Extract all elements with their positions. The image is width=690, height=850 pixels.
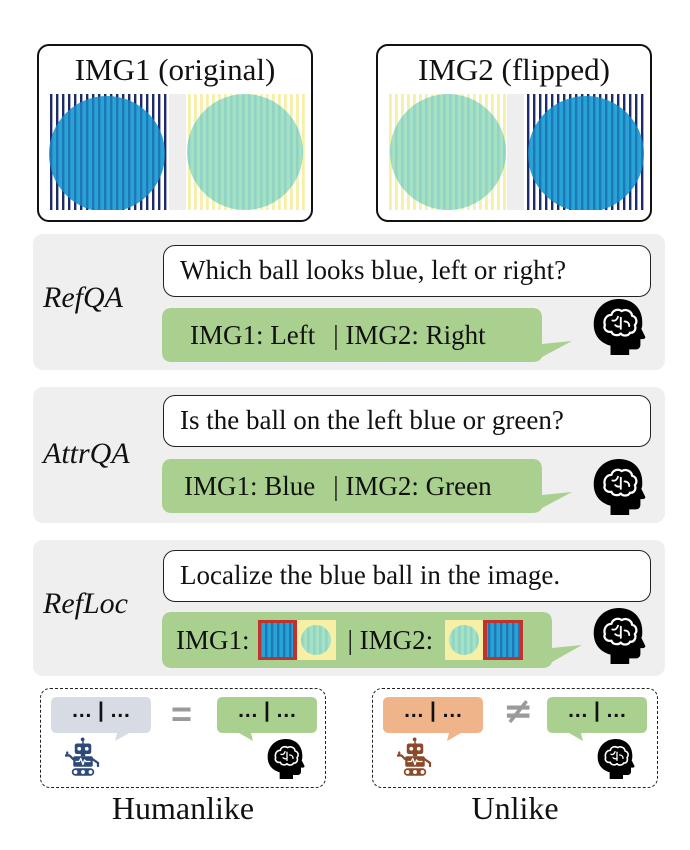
task-label: RefQA (43, 281, 123, 314)
task-label: RefLoc (43, 587, 128, 620)
image-panel-img2: IMG2 (flipped) (376, 44, 652, 222)
flipped-illusion-image (388, 94, 644, 210)
legend-humanlike: … | … = … | … (40, 688, 326, 788)
legend-unlike: … | … ≠ … | … (372, 688, 658, 788)
question-bubble: Is the ball on the left blue or green? (163, 395, 651, 447)
answer-img1: IMG1: Left (190, 319, 316, 350)
model-answer-text: … | … (403, 699, 463, 722)
localized-thumbnail-img1 (257, 620, 336, 660)
bounding-box (483, 620, 524, 660)
human-answer-bubble (217, 697, 317, 741)
answer-bubble: IMG1: | IMG2: (162, 612, 582, 668)
task-panel-refloc: RefLoc Localize the blue ball in the ima… (33, 540, 665, 676)
brain-head-icon (590, 297, 646, 357)
robot-icon (65, 737, 101, 777)
not-equals-icon: ≠ (503, 691, 534, 732)
robot-icon (397, 737, 433, 777)
answer-img1: IMG1: Blue (184, 470, 316, 501)
answer-img2: | IMG2: Right (333, 319, 486, 350)
blue-ball (528, 96, 644, 210)
human-answer-text: … | … (237, 699, 297, 722)
image-title: IMG2 (flipped) (418, 52, 610, 87)
answer-img1: IMG1: (176, 624, 250, 655)
green-ball (390, 94, 506, 210)
brain-head-icon (265, 737, 305, 781)
bounding-box (257, 620, 297, 660)
human-answer-bubble (547, 697, 647, 741)
blue-ball (49, 96, 165, 210)
image-panel-img1: IMG1 (original) (37, 44, 313, 222)
task-panel-refqa: RefQA Which ball looks blue, left or rig… (33, 234, 665, 370)
green-ball (187, 94, 303, 210)
task-panel-attrqa: AttrQA Is the ball on the left blue or g… (33, 387, 665, 523)
answer-img2: | IMG2: Green (333, 470, 492, 501)
equals-icon: = (171, 693, 193, 734)
answer-img2: | IMG2: (347, 624, 434, 655)
legend-label-humanlike: Humanlike (111, 790, 255, 826)
image-title: IMG1 (original) (74, 52, 276, 87)
model-answer-text: … | … (71, 699, 131, 722)
human-answer-text: … | … (567, 699, 627, 722)
localized-thumbnail-img2 (445, 620, 524, 660)
answer-bubble: IMG1: Blue | IMG2: Green (162, 459, 572, 513)
brain-head-icon (595, 737, 635, 781)
question-bubble: Localize the blue ball in the image. (163, 550, 651, 602)
question-bubble: Which ball looks blue, left or right? (163, 245, 651, 297)
brain-head-icon (590, 457, 646, 517)
original-illusion-image (49, 94, 305, 210)
legend-label-unlike: Unlike (471, 790, 559, 826)
answer-bubble: IMG1: Left | IMG2: Right (162, 308, 572, 362)
task-label: AttrQA (43, 437, 130, 470)
model-answer-bubble (383, 697, 483, 741)
brain-head-icon (590, 606, 646, 666)
model-answer-bubble (51, 697, 151, 741)
